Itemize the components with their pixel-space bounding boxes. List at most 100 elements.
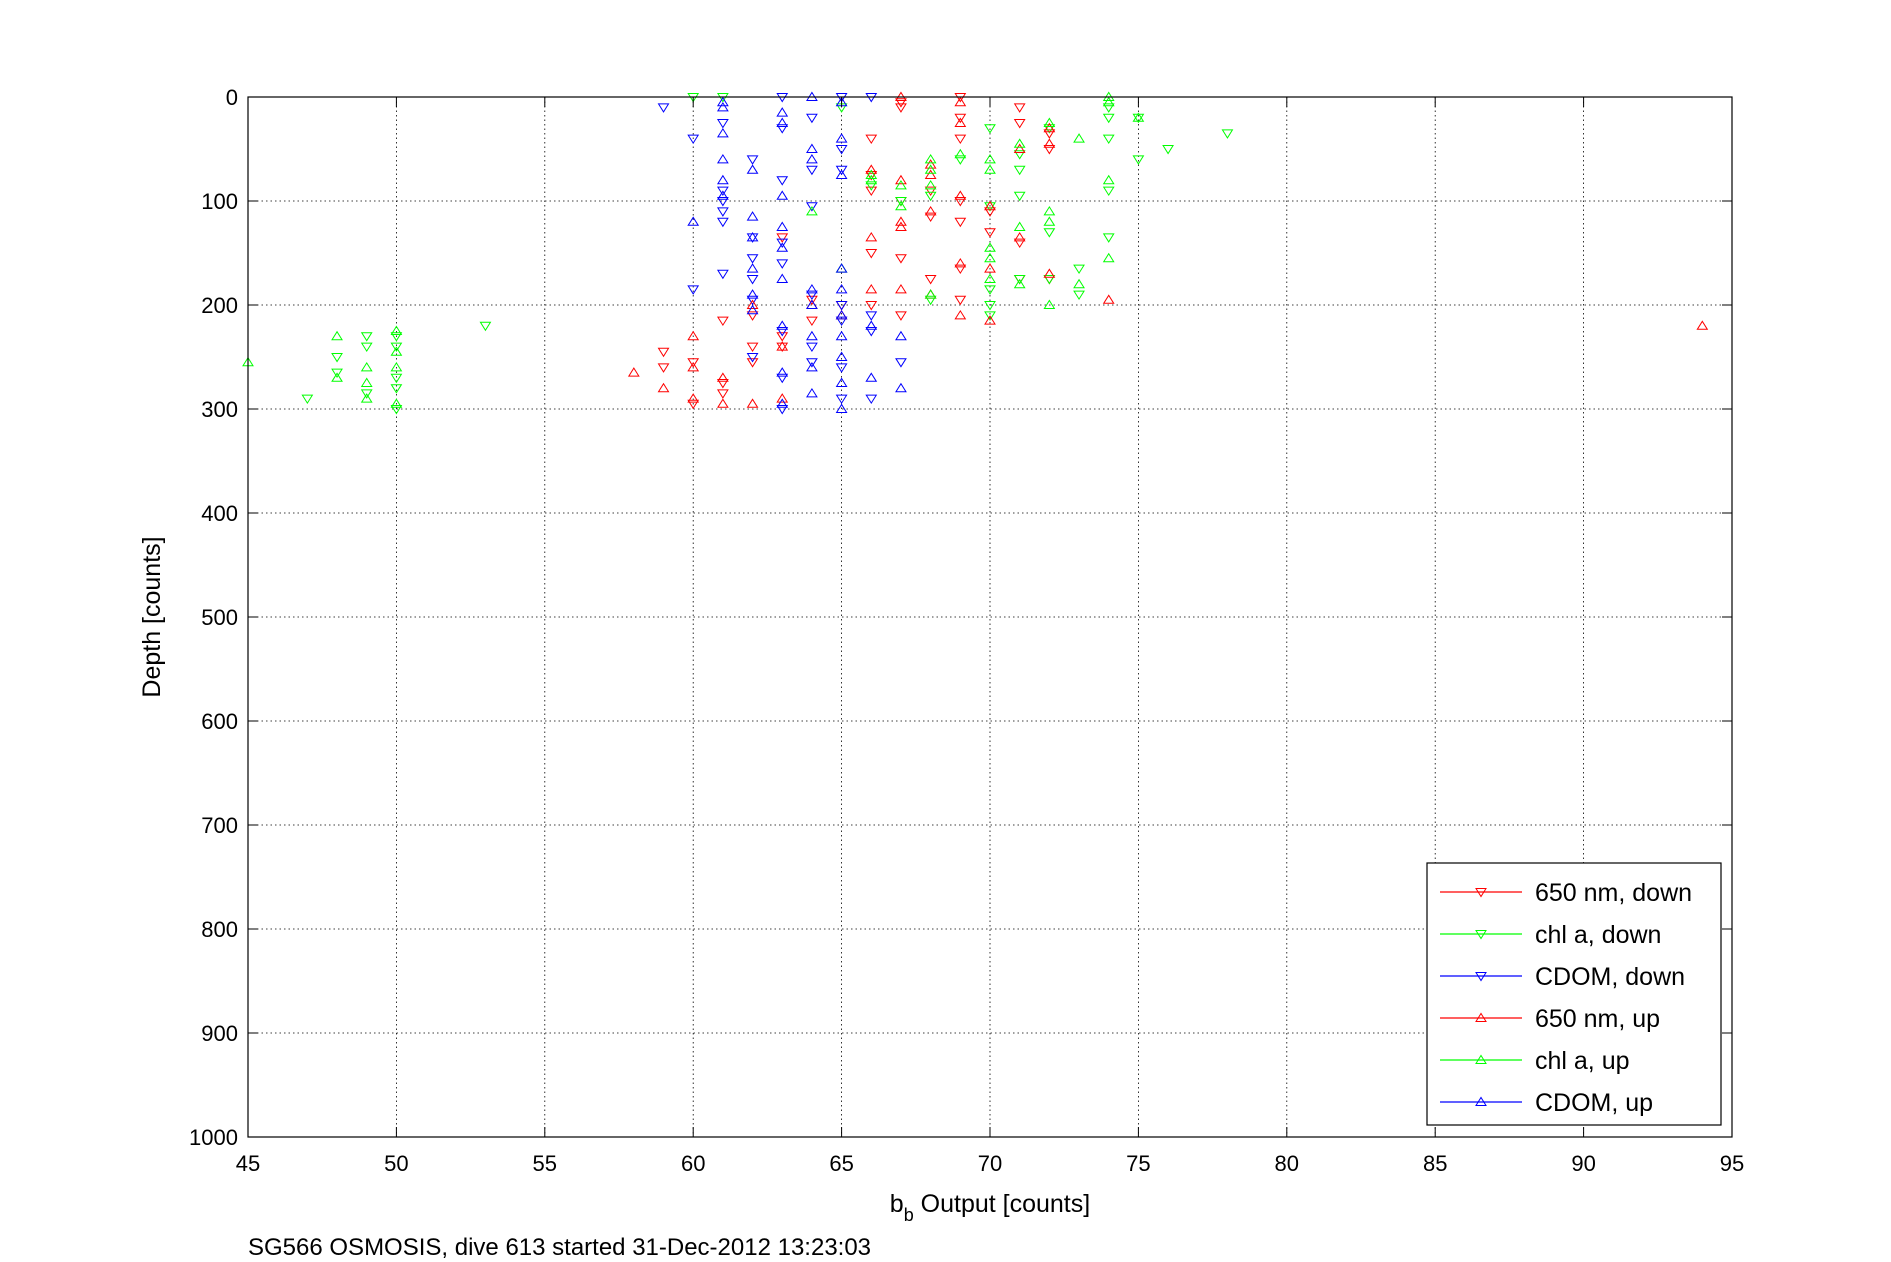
data-point [776, 176, 789, 186]
legend-label: CDOM, up [1535, 1089, 1653, 1117]
data-point [746, 342, 759, 353]
data-point [924, 289, 937, 299]
data-point [1043, 275, 1056, 285]
data-point [865, 164, 878, 174]
data-point [835, 169, 848, 179]
legend-label: CDOM, down [1535, 963, 1685, 991]
data-point [865, 394, 878, 405]
data-point [895, 197, 907, 207]
data-point [865, 186, 878, 197]
data-point [746, 233, 759, 243]
data-point [390, 405, 403, 415]
data-point [1162, 145, 1174, 155]
data-point [835, 145, 848, 155]
legend-marker [1475, 888, 1487, 898]
figure-caption: SG566 OSMOSIS, dive 613 started 31-Dec-2… [248, 1234, 871, 1261]
data-point [1013, 221, 1026, 231]
data-point [984, 202, 996, 212]
data-point [954, 190, 967, 200]
data-point [984, 273, 996, 283]
data-point [331, 353, 343, 363]
data-point [1013, 165, 1026, 176]
data-point [776, 238, 789, 249]
data-point [776, 273, 789, 283]
data-point [331, 372, 343, 382]
data-point [776, 373, 789, 384]
y-tick-label: 700 [201, 813, 238, 838]
legend-label: 650 nm, up [1535, 1005, 1660, 1033]
data-point [924, 191, 937, 202]
data-point [895, 283, 907, 294]
data-point [776, 320, 789, 330]
data-point [924, 159, 937, 169]
data-point [984, 164, 996, 174]
data-point [390, 332, 403, 342]
data-point [776, 327, 789, 337]
data-point [984, 153, 996, 164]
data-point [924, 164, 937, 174]
data-point [687, 216, 700, 226]
data-point [806, 290, 818, 301]
data-point [390, 361, 403, 372]
data-point [806, 205, 818, 216]
x-axis-label-main: b [890, 1190, 904, 1218]
data-point [1132, 155, 1145, 165]
data-point [865, 181, 878, 191]
data-point [984, 263, 996, 273]
data-point [984, 242, 996, 252]
data-point [865, 320, 878, 330]
series-1 [301, 93, 1234, 415]
data-point [716, 398, 729, 408]
legend-item: CDOM, down [1440, 963, 1685, 991]
x-axis-label-rest: Output [counts] [914, 1190, 1091, 1218]
data-point [390, 342, 403, 353]
data-point [865, 283, 878, 294]
data-point [716, 217, 729, 228]
data-point [1013, 278, 1026, 289]
data-point [746, 398, 759, 408]
data-point [360, 361, 373, 372]
data-point [954, 264, 967, 275]
y-tick-label: 1000 [189, 1125, 238, 1150]
data-point [895, 254, 907, 264]
x-tick-label: 60 [681, 1151, 705, 1176]
data-point [984, 207, 996, 217]
data-point [806, 316, 818, 327]
data-point [1043, 216, 1056, 226]
data-point [924, 205, 937, 216]
data-point [806, 361, 818, 372]
data-point [984, 315, 996, 325]
data-point [835, 330, 848, 341]
data-point [806, 283, 818, 294]
x-tick-label: 50 [384, 1151, 408, 1176]
data-point [687, 361, 700, 372]
data-point [984, 301, 996, 311]
series-0 [657, 93, 1056, 410]
y-tick-label: 0 [226, 85, 238, 110]
axis-ticks [247, 96, 1733, 1138]
data-point [835, 394, 848, 405]
data-point [835, 316, 848, 327]
legend-marker [1475, 1012, 1487, 1022]
data-point [687, 399, 700, 410]
data-point [716, 197, 729, 207]
data-point [776, 190, 789, 200]
data-point [657, 347, 670, 358]
data-point [776, 221, 789, 231]
data-point [1013, 275, 1026, 285]
data-point [835, 301, 848, 311]
data-point [954, 148, 967, 159]
data-point [924, 212, 937, 223]
data-point [954, 155, 967, 165]
data-point [1013, 143, 1026, 153]
data-point [360, 389, 373, 399]
data-point [746, 353, 759, 363]
data-point [776, 124, 789, 134]
data-point [1073, 133, 1085, 143]
legend-label: chl a, down [1535, 921, 1661, 949]
data-point [776, 342, 789, 353]
data-point [954, 96, 967, 107]
data-point [895, 174, 907, 185]
data-point [746, 289, 759, 299]
data-point [924, 186, 937, 197]
